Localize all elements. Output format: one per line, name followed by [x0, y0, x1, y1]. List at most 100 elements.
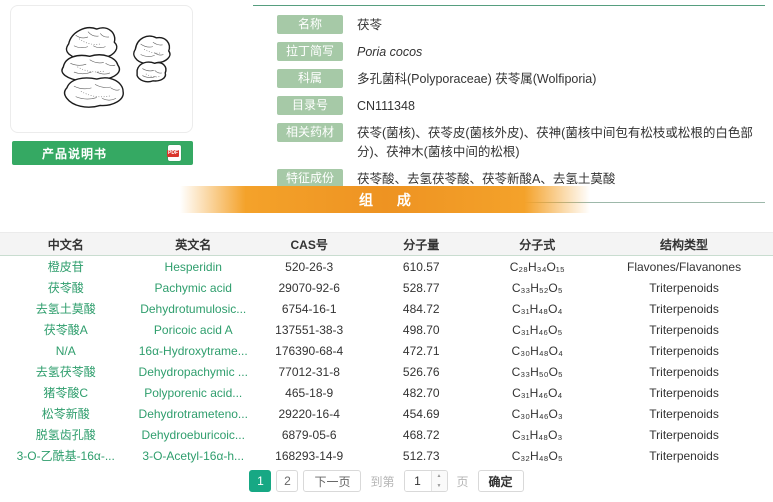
compound-structure-type: Triterpenoids [649, 364, 719, 379]
compound-structure-type: Triterpenoids [649, 385, 719, 400]
table-row: 3-O-乙酰基-16α-... 3-O-Acetyl-16α-h... 1682… [0, 445, 773, 466]
product-illustration [60, 27, 171, 108]
info-row: 科属 多孔菌科(Polyporaceae) 茯苓属(Wolfiporia) [253, 69, 765, 89]
compound-molecular-formula: C₃₃H₅₂O₅ [511, 280, 563, 295]
compound-molecular-formula: C₃₂H₄₈O₅ [511, 448, 563, 463]
compound-molecular-formula: C₃₁H₄₆O₄ [512, 385, 563, 400]
compound-en-name-link[interactable]: Polyporenic acid... [144, 385, 243, 400]
composition-table: 中文名 英文名 CAS号 分子量 分子式 结构类型 橙皮苷 Hesperidin… [0, 232, 773, 466]
compound-cas: 176390-68-4 [275, 343, 344, 358]
compound-structure-type: Triterpenoids [649, 322, 719, 337]
compound-cn-name-link[interactable]: 松苓新酸 [41, 407, 90, 421]
compound-cn-name-link[interactable]: 茯苓酸A [43, 323, 88, 337]
compound-molecular-formula: C₃₀H₄₈O₄ [511, 343, 563, 358]
compound-en-name-link[interactable]: Dehydrotumulosic... [140, 301, 247, 316]
table-header-cell: 结构类型 [660, 237, 709, 252]
table-row: 脱氢齿孔酸 Dehydroeburicoic... 6879-05-6 468.… [0, 424, 773, 445]
page-input[interactable]: ▲ ▼ [403, 470, 448, 492]
product-manual-button[interactable]: 产品说明书 PDF [12, 141, 193, 165]
table-header-cell: 中文名 [47, 237, 84, 252]
compound-en-name-link[interactable]: Hesperidin [164, 259, 222, 274]
compound-molecular-weight: 498.70 [402, 322, 440, 337]
compound-structure-type: Triterpenoids [649, 427, 719, 442]
info-value: 茯苓(菌核)、茯苓皮(菌核外皮)、茯神(菌核中间包有松枝或松根的白色部分)、茯神… [357, 126, 753, 159]
info-label: 特征成份 [277, 169, 343, 188]
compound-molecular-weight: 512.73 [402, 448, 440, 463]
compound-en-name-link[interactable]: Poricoic acid A [153, 322, 233, 337]
info-row: 目录号 CN111348 [253, 96, 765, 116]
table-row: N/A 16α-Hydroxytrame... 176390-68-4 472.… [0, 340, 773, 361]
compound-cas: 77012-31-8 [278, 364, 340, 379]
info-value: CN111348 [357, 99, 415, 113]
confirm-button[interactable]: 确定 [477, 470, 524, 492]
spinner-up-icon[interactable]: ▲ [436, 473, 442, 479]
compound-molecular-weight: 472.71 [402, 343, 440, 358]
info-row: 拉丁简写 Poria cocos [253, 42, 765, 62]
compound-molecular-formula: C₃₁H₄₈O₃ [512, 427, 563, 442]
table-row: 松苓新酸 Dehydrotrameteno... 29220-16-4 454.… [0, 403, 773, 424]
compound-en-name-link[interactable]: 16α-Hydroxytrame... [138, 343, 248, 358]
compound-molecular-formula: C₃₃H₅₀O₅ [511, 364, 563, 379]
compound-cn-name-link[interactable]: 茯苓酸 [47, 281, 84, 295]
compound-molecular-weight: 454.69 [402, 406, 440, 421]
table-row: 茯苓酸 Pachymic acid 29070-92-6 528.77 C₃₃H… [0, 277, 773, 298]
compound-cn-name-link[interactable]: 3-O-乙酰基-16α-... [16, 449, 115, 463]
info-row: 名称 茯苓 [253, 15, 765, 35]
product-image-card [10, 5, 193, 133]
compound-molecular-formula: C₃₁H₄₈O₄ [512, 301, 563, 316]
compound-structure-type: Triterpenoids [649, 343, 719, 358]
compound-cas: 29220-16-4 [278, 406, 340, 421]
table-header-row: 中文名 英文名 CAS号 分子量 分子式 结构类型 [0, 232, 773, 256]
compound-cn-name-link[interactable]: 橙皮苷 [47, 260, 84, 274]
compound-cn-name-link[interactable]: 猪苓酸C [43, 386, 89, 400]
compound-cn-name-link[interactable]: 脱氢齿孔酸 [35, 428, 96, 442]
compound-molecular-formula: C₃₁H₄₆O₅ [512, 322, 563, 337]
compound-cn-name-link[interactable]: 去氢土莫酸 [35, 302, 96, 316]
compound-en-name-link[interactable]: Dehydropachymic ... [138, 364, 248, 379]
next-page-button[interactable]: 下一页 [303, 470, 362, 492]
compound-en-name-link[interactable]: Pachymic acid [154, 280, 232, 295]
info-row: 特征成份 茯苓酸、去氢茯苓酸、茯苓新酸A、去氢土莫酸 [253, 169, 765, 189]
compound-molecular-weight: 482.70 [402, 385, 440, 400]
compound-molecular-formula: C₂₈H₃₄O₁₅ [509, 259, 565, 274]
compound-molecular-weight: 468.72 [402, 427, 440, 442]
info-value: Poria cocos [357, 45, 423, 59]
compound-en-name-link[interactable]: Dehydroeburicoic... [141, 427, 245, 442]
section-title: 组 成 [359, 191, 421, 208]
spinner-down-icon[interactable]: ▼ [436, 483, 442, 489]
info-label: 相关药材 [277, 123, 343, 142]
page-number-input[interactable] [404, 471, 431, 491]
compound-structure-type: Triterpenoids [649, 406, 719, 421]
spinner: ▲ ▼ [430, 471, 447, 491]
info-label: 科属 [277, 69, 343, 88]
compound-structure-type: Triterpenoids [649, 280, 719, 295]
compound-structure-type: Triterpenoids [649, 301, 719, 316]
compound-structure-type: Flavones/Flavanones [627, 259, 742, 274]
product-manual-label: 产品说明书 [42, 146, 108, 161]
pdf-icon: PDF [167, 145, 181, 161]
page-unit-label: 页 [456, 474, 469, 489]
compound-cn-name-link[interactable]: N/A [55, 343, 76, 358]
compound-cn-name-link[interactable]: 去氢茯苓酸 [35, 365, 96, 379]
compound-cas: 465-18-9 [285, 385, 334, 400]
compound-en-name-link[interactable]: 3-O-Acetyl-16α-h... [142, 448, 245, 463]
compound-cas: 168293-14-9 [275, 448, 344, 463]
goto-page-label: 到第 [370, 474, 395, 489]
info-value: 多孔菌科(Polyporaceae) 茯苓属(Wolfiporia) [357, 72, 597, 86]
table-row: 去氢土莫酸 Dehydrotumulosic... 6754-16-1 484.… [0, 298, 773, 319]
pagination: 1 2 下一页 到第 ▲ ▼ 页 确定 [0, 470, 773, 492]
table-row: 橙皮苷 Hesperidin 520-26-3 610.57 C₂₈H₃₄O₁₅… [0, 256, 773, 277]
info-row: 相关药材 茯苓(菌核)、茯苓皮(菌核外皮)、茯神(菌核中间包有松枝或松根的白色部… [253, 123, 765, 162]
table-header-cell: 英文名 [175, 237, 212, 252]
compound-cas: 520-26-3 [285, 259, 334, 274]
info-label: 目录号 [277, 96, 343, 115]
page-button-1[interactable]: 1 [249, 470, 272, 492]
compound-cas: 6879-05-6 [281, 427, 337, 442]
table-header-cell: CAS号 [290, 237, 328, 252]
section-banner: 组 成 [180, 186, 590, 213]
page-button-2[interactable]: 2 [276, 470, 299, 492]
table-row: 茯苓酸A Poricoic acid A 137551-38-3 498.70 … [0, 319, 773, 340]
table-header-cell: 分子量 [403, 237, 440, 252]
compound-en-name-link[interactable]: Dehydrotrameteno... [138, 406, 248, 421]
